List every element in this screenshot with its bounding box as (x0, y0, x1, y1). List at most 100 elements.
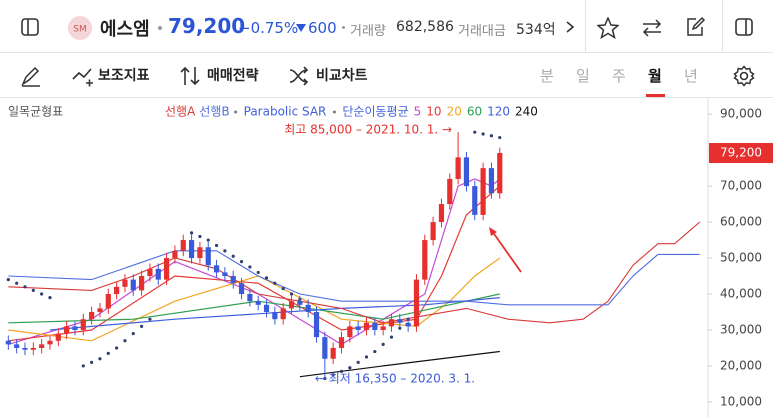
current-price-label: 79,200 (720, 146, 762, 160)
volume-label: 거래량 (350, 24, 386, 39)
amount-label: 거래대금 (458, 24, 506, 39)
legend-entry: 5 (414, 105, 422, 119)
down-triangle (296, 24, 306, 32)
candle-body (14, 344, 20, 348)
sar-dot (15, 281, 19, 285)
sar-dot (373, 349, 377, 354)
sar-dot (248, 265, 252, 269)
sidebar-toggle[interactable] (20, 17, 40, 37)
candle-body (480, 168, 486, 215)
candle-body (30, 347, 36, 350)
volume: 682,586 (396, 19, 454, 35)
tool[interactable]: 매매전략 (207, 68, 259, 84)
legend-separator (234, 110, 238, 114)
candle-body (55, 333, 61, 341)
candle-body (72, 326, 78, 330)
candle-body (238, 283, 245, 295)
candle-body (338, 337, 345, 348)
stock-name: 에스엠 (100, 19, 150, 40)
sar-dot (273, 281, 277, 285)
draw-tool[interactable] (20, 65, 42, 87)
moving-average-line (8, 257, 501, 342)
sar-dot (264, 276, 269, 280)
strategy-icon[interactable] (180, 65, 202, 87)
candle-body (372, 322, 378, 330)
candle-body (288, 301, 295, 309)
svg-text:SM: SM (73, 25, 86, 35)
sar-dot (6, 278, 10, 282)
legend-entry: Parabolic SAR (244, 105, 327, 119)
tool[interactable]: 보조지표 (98, 68, 150, 84)
legend-entry: 240 (515, 105, 538, 119)
candle-body (297, 301, 303, 305)
candle-body (213, 265, 220, 273)
period-tab[interactable]: 월 (648, 67, 662, 85)
settings[interactable] (733, 65, 755, 87)
sar-dot (281, 287, 285, 291)
candle-body (147, 268, 153, 277)
divider (585, 0, 586, 53)
legend-separator (332, 110, 336, 114)
period-tab[interactable]: 일 (576, 67, 590, 85)
sar-dot (239, 260, 244, 264)
favorite[interactable] (597, 17, 619, 39)
indicator-title: 일목균형표 (8, 105, 63, 119)
sar-dot (140, 324, 144, 328)
legend-entry: 선행B (199, 104, 229, 119)
candle-body (413, 279, 420, 327)
sar-dot (223, 249, 227, 253)
candle-body (363, 322, 370, 330)
sar-dot (106, 351, 110, 355)
candle-body (305, 304, 311, 312)
period-tab[interactable]: 분 (540, 67, 554, 85)
sar-dot (231, 254, 235, 258)
sar-dot (115, 346, 119, 350)
edit[interactable] (684, 16, 706, 38)
more-arrow[interactable] (565, 20, 575, 34)
candle-body (22, 347, 28, 350)
candle-body (322, 337, 328, 359)
sar-dot (364, 355, 369, 359)
arrow (491, 230, 522, 273)
candle-body (130, 279, 136, 291)
sar-dot (198, 234, 202, 239)
candle-body (388, 319, 395, 327)
sar-dot (48, 295, 52, 300)
change: 600 (308, 19, 337, 37)
header: SM 에스엠 79,200 −0.75% 600 거래량 682,586 거래대… (0, 0, 773, 53)
period-tab[interactable]: 년 (684, 67, 698, 85)
legend-entry: 120 (487, 105, 510, 119)
plot-area (5, 130, 701, 381)
legend-entry: 선행A (165, 104, 196, 119)
candle-body (330, 347, 336, 359)
sar-dot (31, 288, 35, 293)
sar-dot (339, 369, 344, 373)
divider (722, 0, 723, 53)
candle-body (64, 326, 70, 334)
y-tick-label: 50,000 (720, 251, 762, 265)
sar-dot (90, 360, 94, 364)
sar-dot (189, 231, 194, 235)
moving-average-line (8, 178, 501, 346)
y-tick-label: 40,000 (720, 287, 762, 301)
tool[interactable]: 비교차트 (316, 68, 368, 84)
sar-dot (81, 364, 85, 368)
candle-body (355, 326, 361, 330)
candle-body (455, 157, 461, 179)
sar-dot (498, 135, 502, 140)
separator (342, 26, 345, 29)
swap[interactable] (641, 17, 663, 39)
candle-body (172, 250, 178, 259)
legend-entry: 60 (467, 105, 482, 119)
y-tick-label: 30,000 (720, 322, 762, 336)
compare-icon[interactable] (288, 65, 310, 87)
period-tab[interactable]: 주 (612, 67, 626, 85)
candle-body (438, 204, 445, 223)
sar-dot (331, 373, 335, 377)
panel-toggle[interactable] (734, 17, 754, 37)
candle-body (47, 340, 53, 345)
indicator-icon[interactable] (72, 65, 94, 87)
candle-body (422, 240, 428, 280)
candle-body (405, 322, 411, 327)
